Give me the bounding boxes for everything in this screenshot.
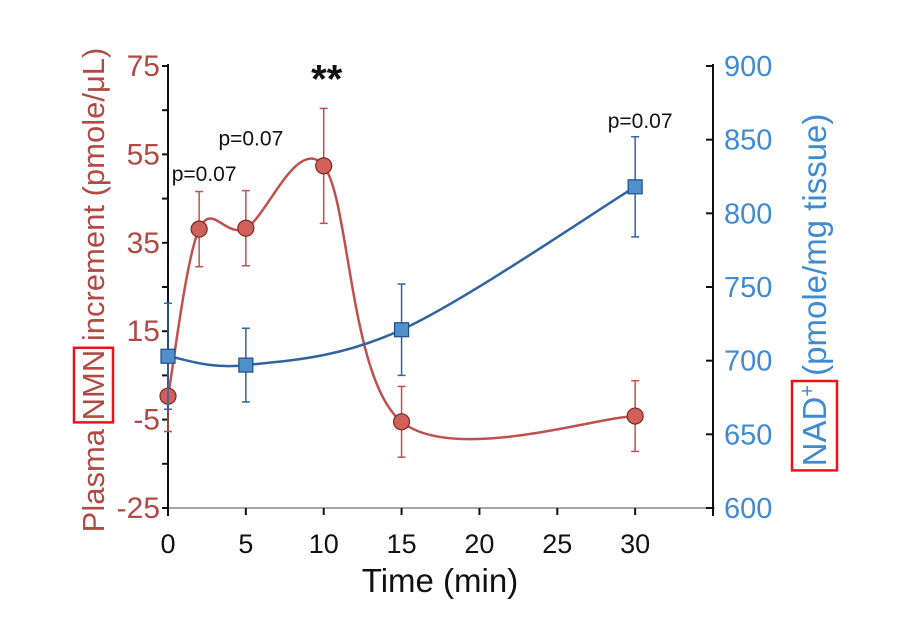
x-tick-label: 5: [238, 529, 253, 559]
right-label-highlight: NAD: [796, 397, 833, 467]
left-label-prefix: Plasma: [76, 420, 111, 532]
series-line: [166, 157, 636, 441]
x-tick-label: 0: [160, 529, 175, 559]
x-tick-label: 15: [387, 529, 417, 559]
highlight-boxes: [72, 346, 839, 472]
x-tick-label: 10: [309, 529, 339, 559]
annotations: p=0.07 p=0.07 ** p=0.07: [172, 58, 673, 186]
x-axis-label: Time (min): [362, 562, 518, 599]
axes: 0 5 10 15 20 25 30 75 55 35 15 -5 -25 900 850 800 750 700…: [117, 50, 773, 559]
data-point: [627, 179, 643, 195]
left-tick-label: -25: [117, 492, 160, 525]
right-label-sup: +: [797, 385, 819, 397]
left-tick-label: 75: [127, 50, 160, 83]
x-tick-label: 25: [542, 529, 572, 559]
series-nmn: [159, 107, 644, 458]
left-tick-label: -5: [133, 404, 160, 437]
right-axis-label: NAD+ (pmole/mg tissue): [796, 114, 833, 467]
svg-text:Plasma NMN increment (pmole/μL: Plasma NMN increment (pmole/μL): [76, 48, 111, 533]
series-nad: [160, 135, 643, 411]
right-label-suffix: (pmole/mg tissue): [796, 114, 833, 385]
right-tick-label: 750: [724, 272, 772, 304]
highlight-box: [72, 346, 115, 424]
highlight-box: [790, 379, 839, 472]
right-tick-label: 900: [724, 51, 772, 83]
data-point: [626, 407, 644, 425]
data-point: [237, 219, 255, 237]
data-point: [392, 413, 411, 431]
left-tick-label: 15: [127, 315, 160, 348]
right-tick-label: 850: [724, 125, 772, 157]
left-label-highlight: NMN: [76, 350, 111, 421]
svg-text:NAD+ (pmole/mg tissue): NAD+ (pmole/mg tissue): [796, 114, 833, 467]
significance-marker: **: [311, 58, 343, 102]
series-line: [167, 185, 636, 368]
p-value-label: p=0.07: [172, 163, 237, 186]
left-label-suffix: increment (pmole/μL): [76, 48, 111, 350]
data-point: [190, 220, 208, 238]
data-point: [393, 322, 410, 338]
right-tick-label: 650: [724, 419, 772, 451]
data-point: [315, 157, 333, 175]
left-tick-label: 55: [127, 138, 160, 171]
left-tick-label: 35: [127, 227, 160, 260]
right-tick-label: 700: [724, 346, 772, 378]
series: [159, 107, 644, 458]
right-tick-label: 600: [724, 493, 772, 525]
x-tick-label: 20: [464, 529, 494, 559]
x-tick-label: 30: [620, 529, 650, 559]
p-value-label: p=0.07: [218, 128, 283, 151]
left-axis-label: Plasma NMN increment (pmole/μL): [76, 48, 111, 533]
right-tick-label: 800: [724, 198, 772, 230]
p-value-label: p=0.07: [608, 110, 673, 133]
data-point: [160, 348, 176, 364]
data-point: [238, 357, 254, 373]
